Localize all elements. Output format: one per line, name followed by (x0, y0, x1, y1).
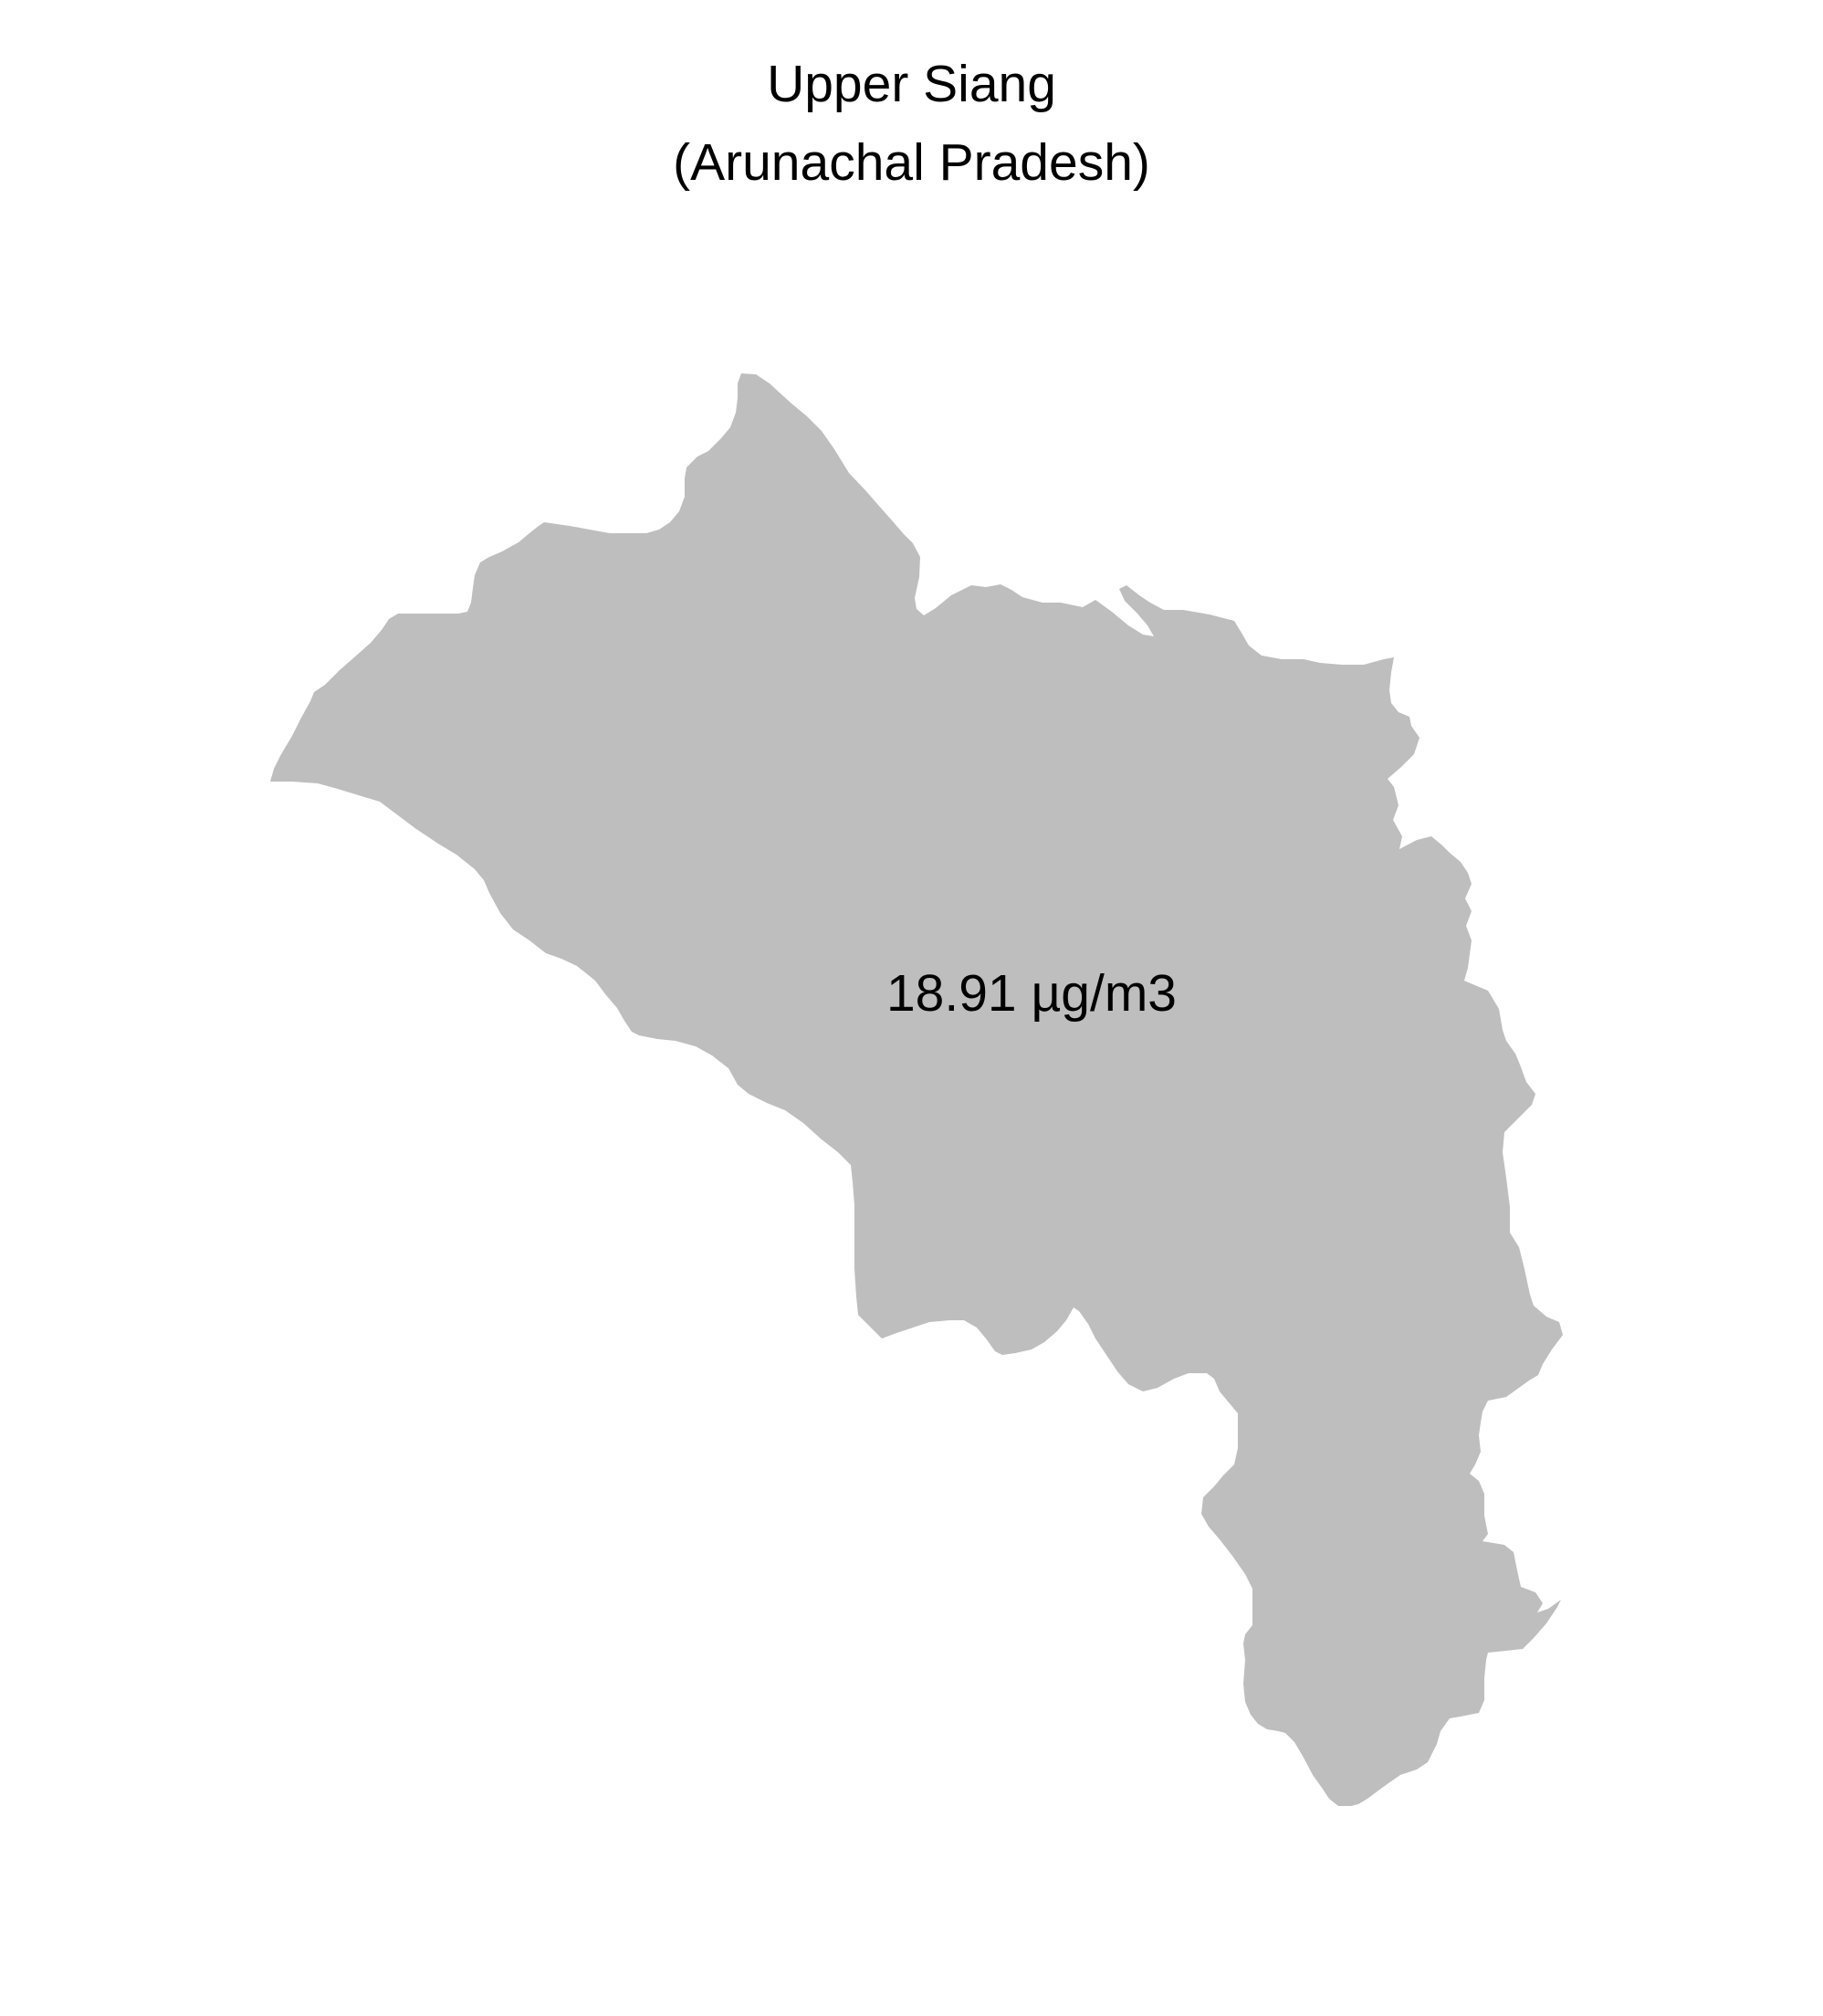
district-region-upper-siang (270, 373, 1563, 1806)
map-title: Upper Siang (767, 55, 1056, 113)
map-subtitle: (Arunachal Pradesh) (673, 133, 1150, 192)
region-value-label: 18.91 µg/m3 (885, 964, 1178, 1023)
